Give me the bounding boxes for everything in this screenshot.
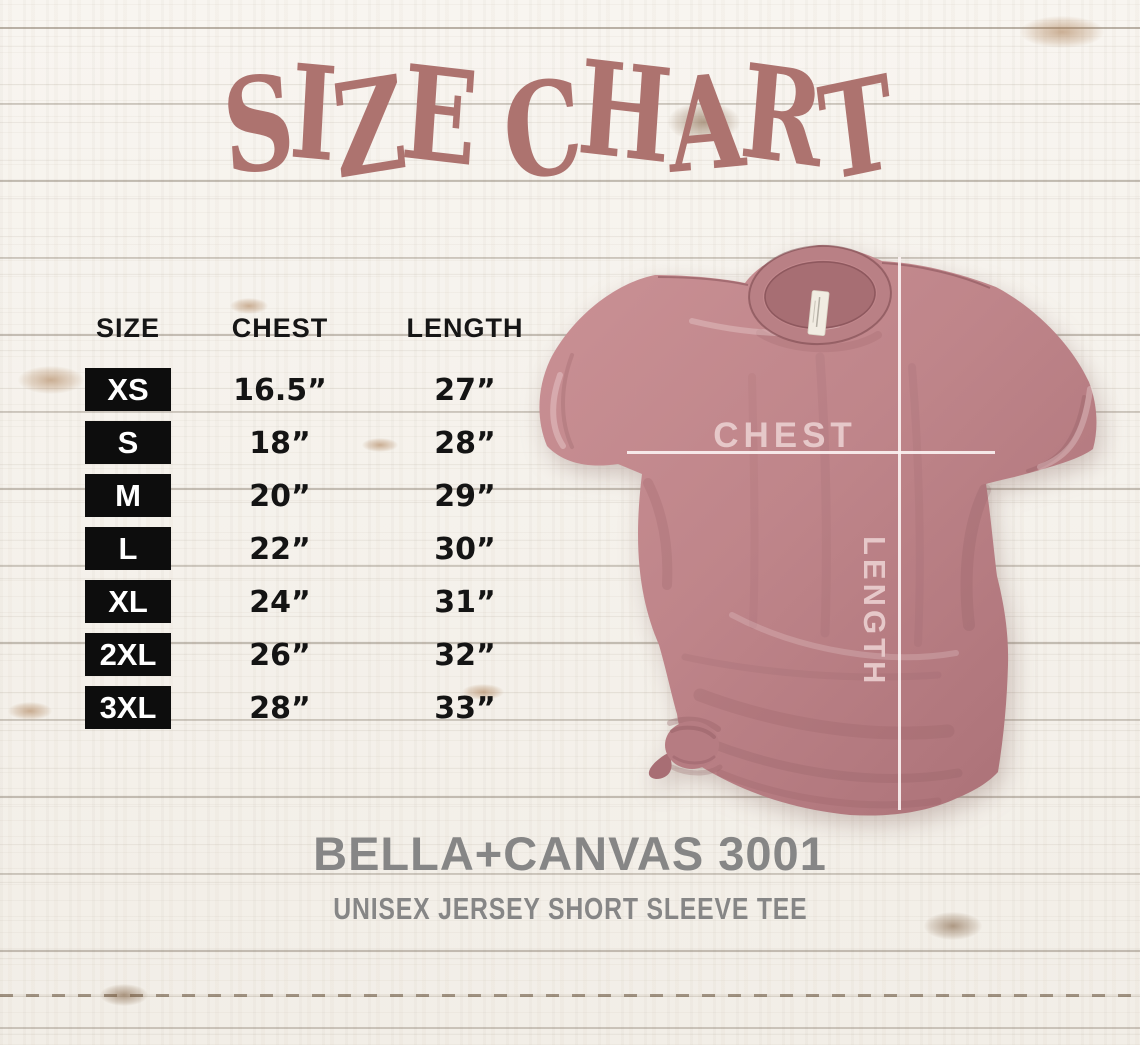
- length-value: 32”: [434, 638, 496, 673]
- product-name: BELLA+CANVAS 3001: [313, 827, 827, 880]
- wood-knot: [18, 366, 84, 394]
- length-measure-line: [898, 257, 901, 810]
- column-header-length: LENGTH: [406, 313, 524, 343]
- chest-value: 26”: [249, 638, 311, 673]
- wood-knot: [100, 984, 148, 1006]
- length-label: LENGTH: [857, 536, 892, 688]
- product-subtitle: UNISEX JERSEY SHORT SLEEVE TEE: [0, 891, 1140, 927]
- size-badge: 2XL: [85, 633, 171, 676]
- wood-knot: [462, 684, 504, 700]
- wood-seam: [0, 27, 1140, 29]
- table-row: XS 16.5” 27”: [85, 368, 555, 411]
- size-badge: L: [85, 527, 171, 570]
- size-badge: S: [85, 421, 171, 464]
- length-value: 33”: [434, 691, 496, 726]
- chest-label: CHEST: [713, 416, 857, 455]
- chest-value: 18”: [249, 426, 311, 461]
- column-header-size: SIZE: [95, 313, 160, 343]
- page-title: SIZE CHART: [217, 32, 899, 212]
- wood-knot: [1020, 16, 1104, 48]
- chest-value: 28”: [249, 691, 311, 726]
- column-header-chest: CHEST: [231, 313, 329, 343]
- neck-tag: [807, 290, 830, 337]
- tshirt-photo: [520, 225, 1140, 825]
- table-row: L 22” 30”: [85, 527, 555, 570]
- table-row: M 20” 29”: [85, 474, 555, 517]
- size-table: SIZE CHEST LENGTH XS 16.5” 27” S 18” 28”…: [85, 305, 555, 735]
- chest-value: 22”: [249, 532, 311, 567]
- chest-value: 20”: [249, 479, 311, 514]
- size-badge: XS: [85, 368, 171, 411]
- table-row: 3XL 28” 33”: [85, 686, 555, 729]
- chest-value: 16.5”: [233, 373, 327, 408]
- length-value: 27”: [434, 373, 496, 408]
- length-value: 31”: [434, 585, 496, 620]
- length-value: 30”: [434, 532, 496, 567]
- length-value: 28”: [434, 426, 496, 461]
- length-value: 29”: [434, 479, 496, 514]
- size-badge: XL: [85, 580, 171, 623]
- size-badge: 3XL: [85, 686, 171, 729]
- tshirt-graphic: [539, 244, 1097, 816]
- table-row: 2XL 26” 32”: [85, 633, 555, 676]
- wood-knot: [668, 102, 740, 142]
- chest-value: 24”: [249, 585, 311, 620]
- knot-detail: [648, 721, 719, 779]
- wood-seam-dashed: [0, 994, 1140, 997]
- table-row: XL 24” 31”: [85, 580, 555, 623]
- wood-knot: [924, 912, 982, 940]
- product-subtitle-text: UNISEX JERSEY SHORT SLEEVE TEE: [332, 891, 808, 926]
- wood-knot: [230, 298, 268, 314]
- wood-knot: [8, 702, 52, 720]
- wood-knot: [362, 438, 398, 452]
- table-row: S 18” 28”: [85, 421, 555, 464]
- chest-measure-line: [627, 451, 995, 454]
- size-badge: M: [85, 474, 171, 517]
